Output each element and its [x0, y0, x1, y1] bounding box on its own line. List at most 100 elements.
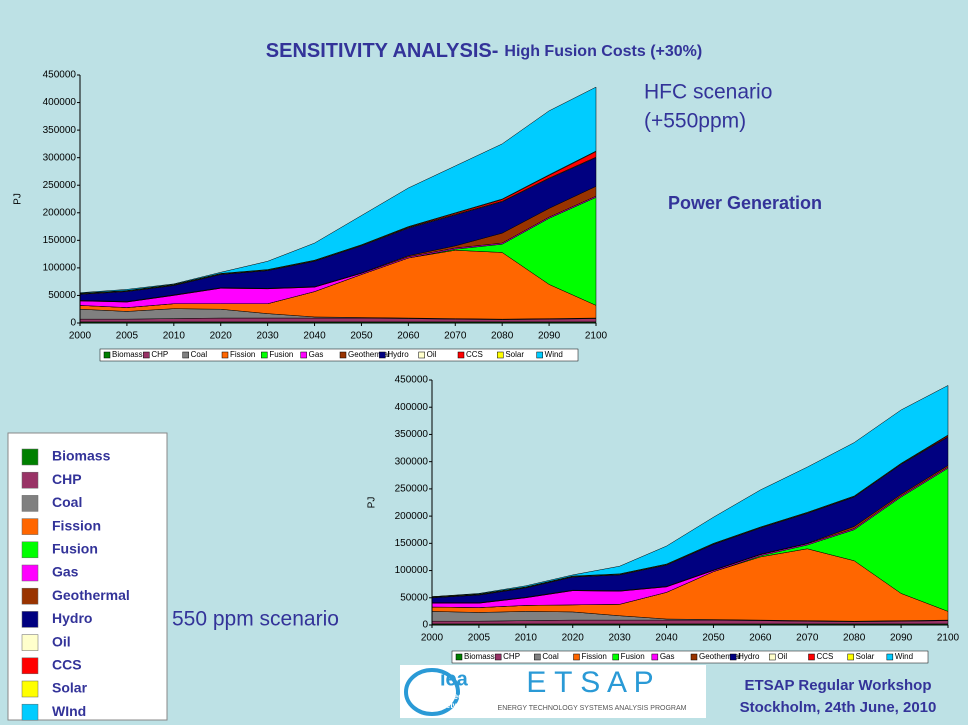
x-tick-label: 2100	[937, 633, 960, 644]
legend-swatch	[21, 448, 39, 466]
logo-etsap: E T S A P	[526, 666, 653, 699]
legend-swatch	[536, 351, 543, 359]
legend-swatch	[221, 351, 229, 359]
legend-label: Geothermal	[348, 350, 390, 359]
x-tick-label: 2090	[538, 331, 561, 342]
legend-label: Gas	[309, 350, 324, 359]
legend-label: Fission	[230, 350, 255, 359]
x-tick-label: 2000	[421, 633, 444, 644]
legend-label: CCS	[52, 657, 82, 673]
y-tick-label: 50000	[48, 290, 76, 301]
legend-swatch	[182, 351, 189, 359]
x-tick-label: 2060	[749, 633, 772, 644]
x-tick-label: 2080	[491, 331, 514, 342]
legend-swatch	[21, 680, 39, 698]
x-tick-label: 2050	[350, 331, 373, 342]
legend-swatch	[651, 653, 659, 661]
x-tick-label: 2070	[796, 633, 819, 644]
legend-label: Gas	[52, 564, 79, 580]
legend-label: Fusion	[52, 541, 98, 557]
legend-swatch	[21, 541, 39, 559]
y-tick-label: 50000	[400, 592, 428, 603]
hfc-label: HFC scenario	[644, 81, 772, 104]
logo-network: Network	[440, 701, 472, 710]
legend-swatch	[261, 351, 268, 359]
legend-swatch	[534, 653, 541, 661]
legend-swatch	[21, 495, 39, 512]
legend-swatch	[21, 471, 39, 489]
legend-label: Fusion	[269, 350, 293, 359]
legend-label: CHP	[151, 350, 168, 359]
y-tick-label: 100000	[43, 263, 77, 274]
legend-swatch	[886, 653, 894, 661]
legend-swatch	[143, 351, 150, 359]
y-tick-label: 250000	[43, 180, 77, 191]
legend-swatch	[729, 653, 737, 661]
legend-label: Wind	[895, 652, 913, 661]
legend-label: Oil	[427, 350, 437, 359]
logo-iea: iea	[440, 668, 469, 690]
logo-network: Energy Technology	[420, 692, 494, 701]
legend-swatch	[455, 653, 463, 661]
legend-label: Biomass	[52, 448, 111, 464]
x-tick-label: 2000	[69, 331, 92, 342]
logo-ring	[404, 668, 460, 716]
legend-swatch	[103, 351, 111, 359]
y-tick-label: 200000	[43, 207, 77, 218]
legend-label: CHP	[52, 471, 82, 487]
x-tick-label: 2020	[562, 633, 585, 644]
x-tick-label: 2050	[702, 633, 725, 644]
y-tick-label: 150000	[43, 235, 77, 246]
area	[79, 86, 597, 294]
legend-swatch	[300, 351, 307, 359]
y-tick-label: 100000	[395, 565, 429, 576]
x-tick-label: 2080	[843, 633, 866, 644]
y-tick-label: 250000	[395, 484, 429, 495]
x-tick-label: 2040	[655, 633, 678, 644]
y-axis-label: PJ	[367, 497, 378, 509]
y-tick-label: 150000	[395, 538, 429, 549]
y-axis-label: PJ	[13, 193, 24, 205]
legend-swatch	[21, 611, 39, 628]
legend-label: Gas	[660, 652, 675, 661]
legend-label: Geothermal	[52, 587, 130, 603]
legend-label: Biomass	[464, 652, 495, 661]
legend-swatch	[573, 653, 580, 661]
x-tick-label: 2010	[515, 633, 538, 644]
x-tick-label: 2090	[890, 633, 913, 644]
x-tick-label: 2070	[444, 331, 467, 342]
legend-swatch	[612, 653, 619, 661]
footer: ETSAP Regular Workshop	[745, 677, 932, 694]
x-tick-label: 2030	[257, 331, 280, 342]
y-tick-label: 300000	[43, 152, 77, 163]
legend-label: Geothermal	[699, 652, 741, 661]
x-tick-label: 2020	[210, 331, 233, 342]
x-tick-label: 2040	[303, 331, 326, 342]
legend-swatch	[808, 653, 815, 661]
y-tick-label: 400000	[43, 97, 77, 108]
legend-label: Coal	[542, 652, 559, 661]
title-suffix: High Fusion Costs (+30%)	[504, 43, 702, 60]
y-tick-label: 350000	[43, 125, 77, 136]
legend-label: Coal	[191, 350, 208, 359]
legend-label: WInd	[52, 703, 86, 719]
logo: iea Energy Technology Network E T S A P …	[400, 665, 706, 718]
x-tick-label: 2100	[585, 331, 608, 342]
legend-label: Fission	[52, 517, 101, 533]
x-tick-label: 2010	[163, 331, 186, 342]
legend-swatch	[379, 351, 386, 359]
legend-label: Biomass	[112, 350, 143, 359]
legend-label: Fusion	[621, 652, 645, 661]
y-tick-label: 400000	[395, 402, 429, 413]
legend-label: Fission	[582, 652, 607, 661]
x-tick-label: 2030	[609, 633, 632, 644]
legend-label: Hydro	[738, 652, 760, 661]
y-tick-label: 0	[422, 620, 428, 631]
hfc-label: (+550ppm)	[644, 110, 746, 133]
legend-label: CCS	[466, 350, 483, 359]
legend-label: Solar	[52, 680, 88, 696]
legend-label: CHP	[503, 652, 520, 661]
section-label: Power Generation	[668, 193, 822, 213]
